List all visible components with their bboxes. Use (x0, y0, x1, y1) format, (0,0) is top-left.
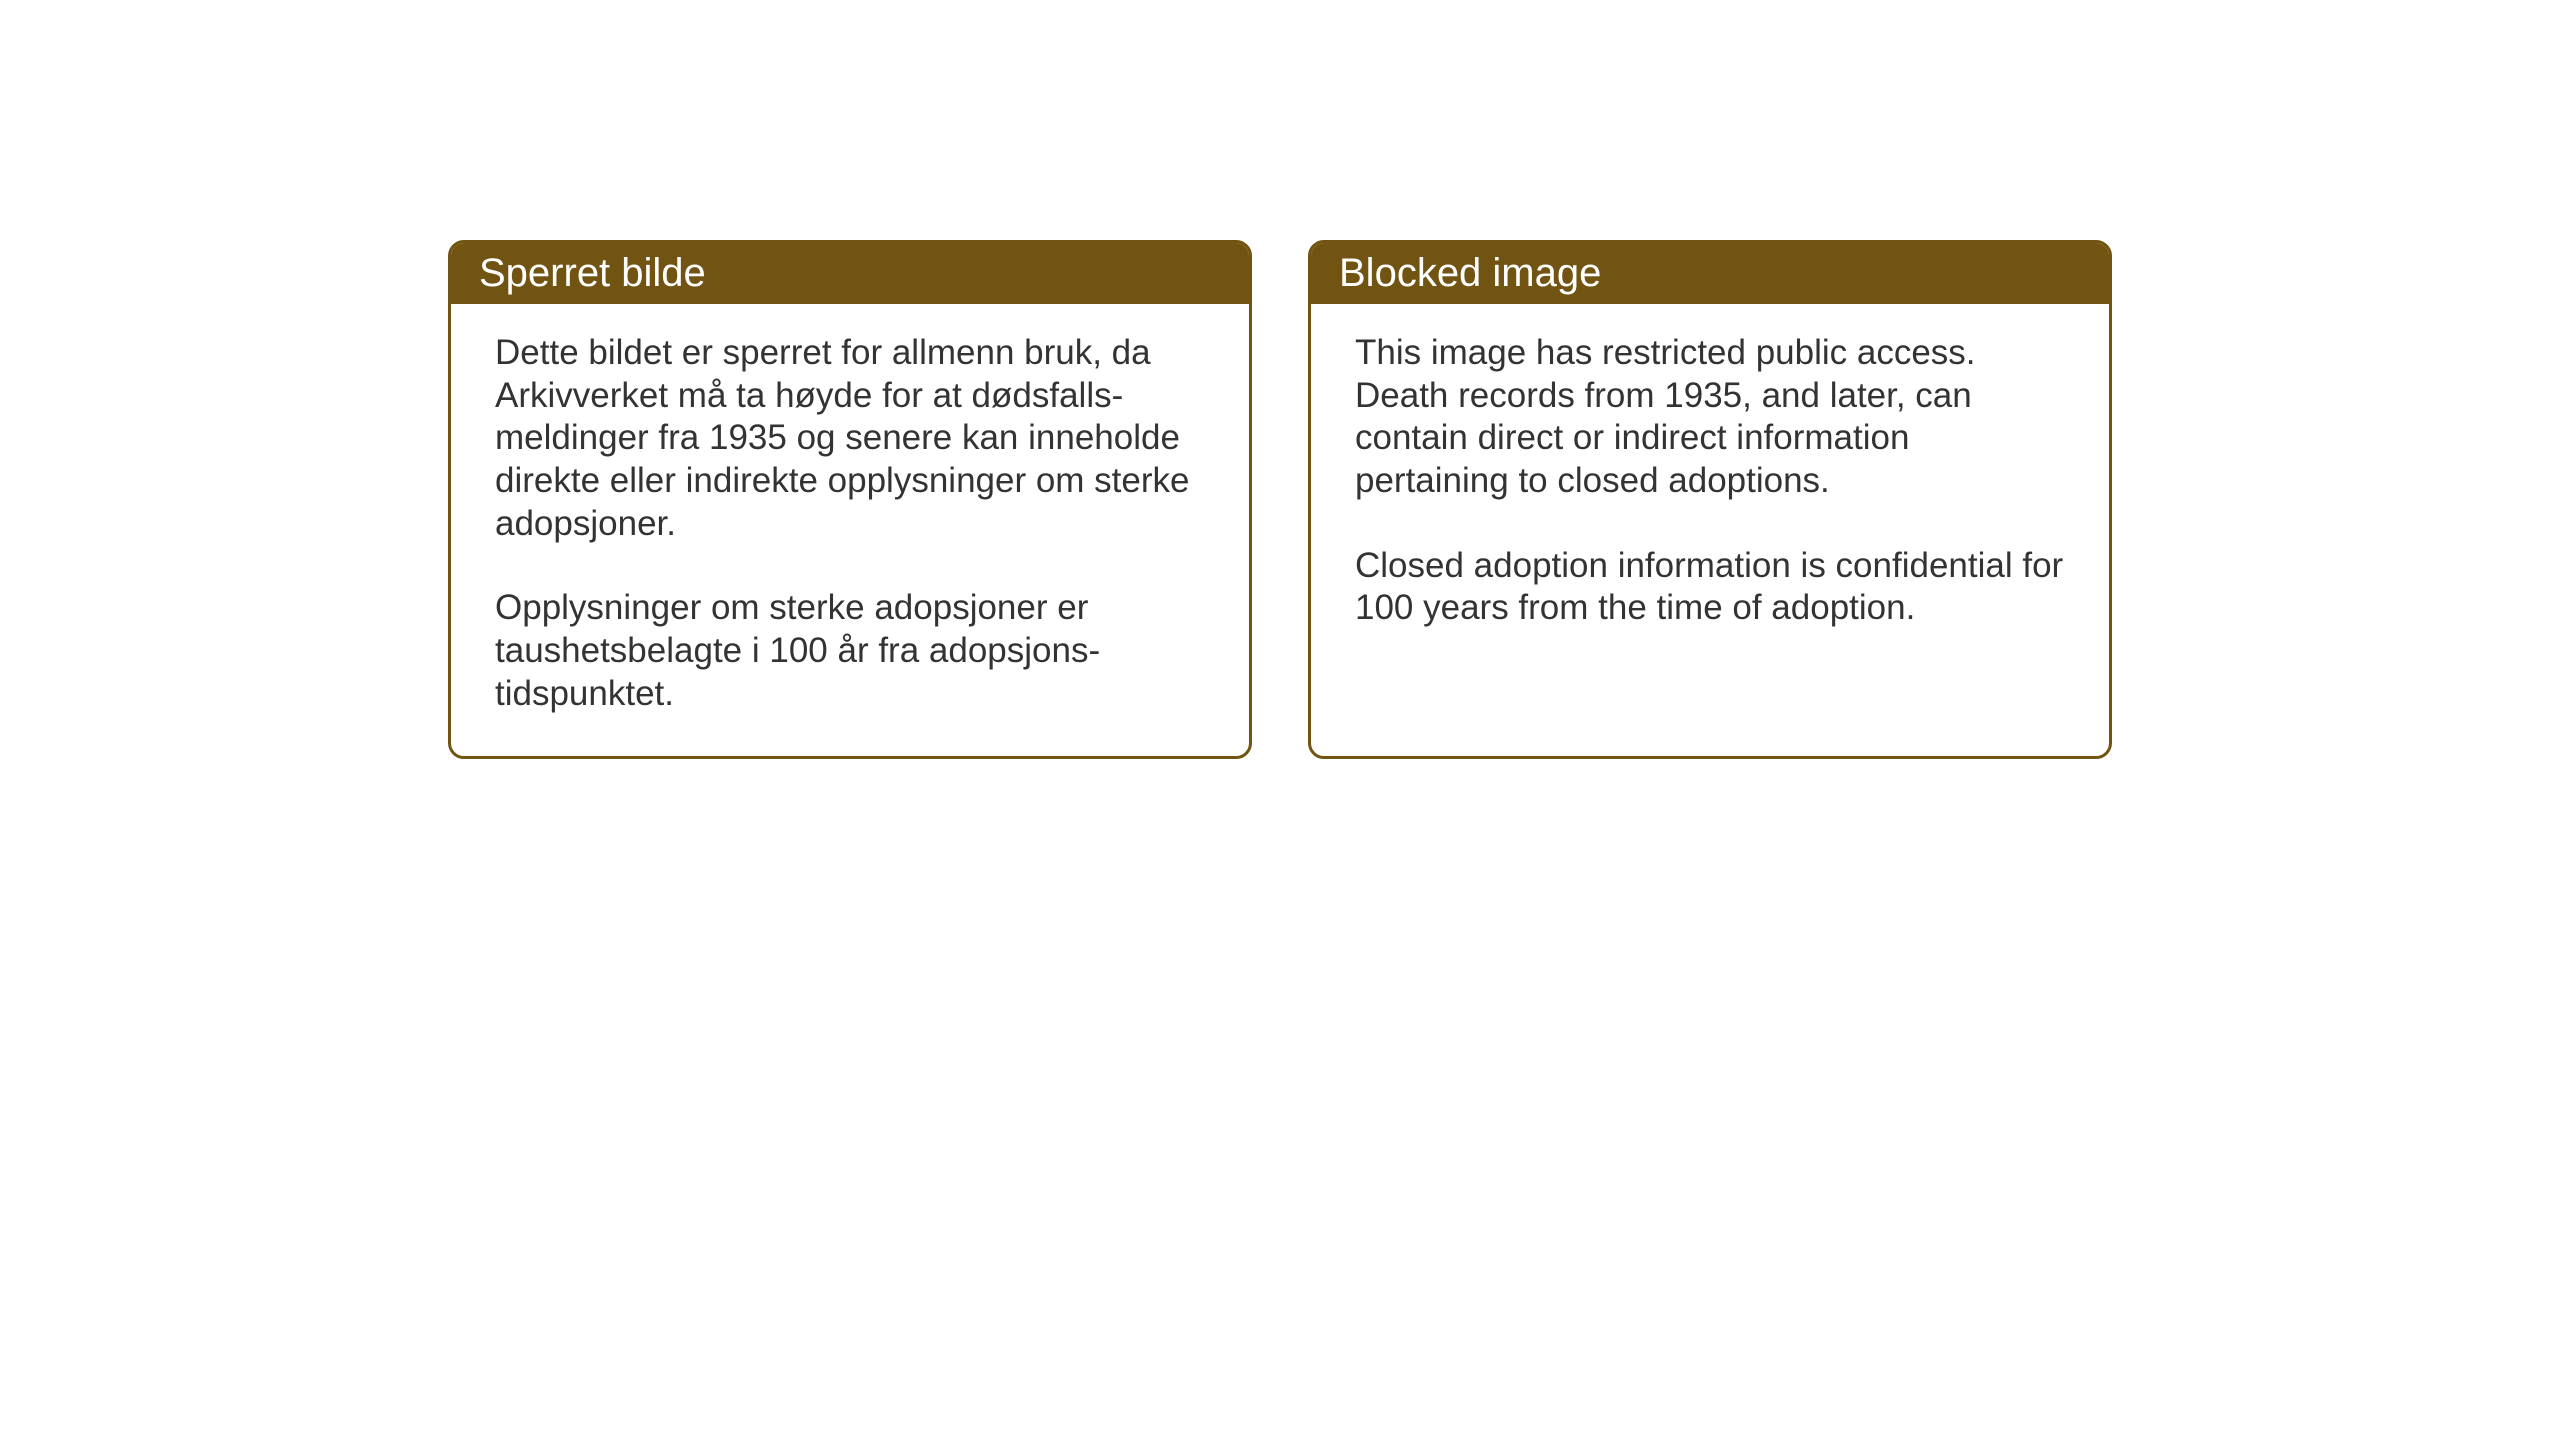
english-notice-title: Blocked image (1339, 251, 1601, 295)
norwegian-paragraph-1: Dette bildet er sperret for allmenn bruk… (495, 332, 1205, 545)
norwegian-notice-header: Sperret bilde (451, 243, 1249, 304)
notice-container: Sperret bilde Dette bildet er sperret fo… (448, 240, 2112, 759)
norwegian-paragraph-2: Opplysninger om sterke adopsjoner er tau… (495, 587, 1205, 715)
english-notice-header: Blocked image (1311, 243, 2109, 304)
english-paragraph-1: This image has restricted public access.… (1355, 332, 2065, 503)
norwegian-notice-body: Dette bildet er sperret for allmenn bruk… (451, 304, 1249, 756)
english-paragraph-2: Closed adoption information is confident… (1355, 545, 2065, 630)
english-notice-box: Blocked image This image has restricted … (1308, 240, 2112, 759)
norwegian-notice-box: Sperret bilde Dette bildet er sperret fo… (448, 240, 1252, 759)
norwegian-notice-title: Sperret bilde (479, 251, 706, 295)
english-notice-body: This image has restricted public access.… (1311, 304, 2109, 734)
